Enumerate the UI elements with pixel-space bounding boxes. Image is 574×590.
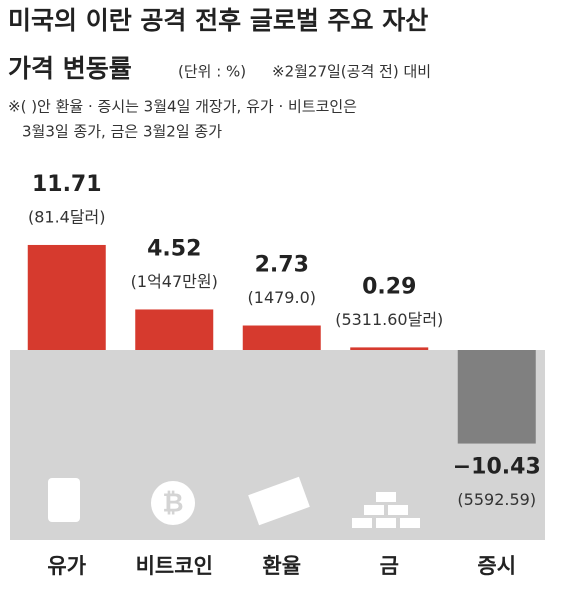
gold-icon: [376, 518, 396, 528]
gold-icon: [400, 518, 420, 528]
price-label: (1억47만원): [131, 272, 218, 291]
chart-title: 가격 변동률: [8, 54, 132, 83]
category-label: 유가: [47, 554, 86, 578]
unit: (단위 : %): [178, 63, 246, 81]
bar: [350, 347, 429, 350]
price-label: (5592.59): [457, 490, 536, 509]
icons: ₿: [48, 476, 420, 528]
category-label: 금: [380, 554, 399, 578]
gold-icon: [388, 505, 408, 515]
category-label: 환율: [262, 554, 301, 578]
value-label: 4.52: [147, 236, 201, 261]
category-label: 비트코인: [136, 554, 213, 578]
money-icon: [248, 476, 310, 526]
bitcoin-icon: [151, 481, 195, 525]
category-label: 증시: [477, 554, 516, 578]
value-label: 2.73: [255, 253, 309, 278]
value-label: −10.43: [453, 455, 541, 480]
gold-icon: [376, 492, 396, 502]
chart-title: 미국의 이란 공격 전후 글로벌 주요 자산: [8, 6, 428, 35]
price-label: (5311.60달러): [335, 310, 443, 329]
subtitle: ※2월27일(공격 전) 대비: [272, 63, 431, 81]
price-label: (1479.0): [248, 288, 316, 307]
gold-icon: [352, 518, 372, 528]
bar: [27, 244, 106, 350]
bar: [135, 309, 214, 350]
value-label: 11.71: [32, 172, 102, 197]
bar: [242, 325, 321, 350]
price-label: (81.4달러): [28, 207, 106, 226]
note: ※( )안 환율 · 증시는 3월4일 개장가, 유가 · 비트코인은: [8, 98, 357, 116]
bitcoin-symbol: ₿: [162, 489, 183, 519]
gold-icon: [364, 505, 384, 515]
note: 3월3일 종가, 금은 3월2일 종가: [22, 123, 222, 141]
bar: [457, 350, 536, 444]
value-label: 0.29: [362, 274, 416, 299]
barrel-icon: [48, 478, 80, 522]
